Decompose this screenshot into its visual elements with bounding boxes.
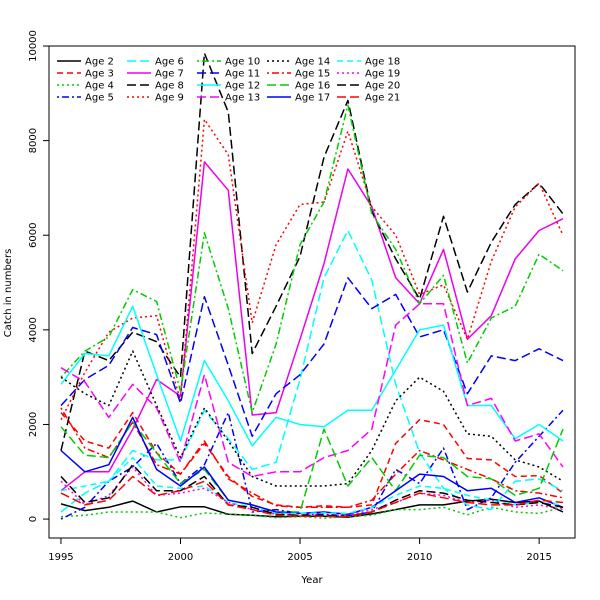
legend-label: Age 2 bbox=[85, 57, 114, 68]
y-tick-label: 8000 bbox=[28, 128, 39, 153]
legend-label: Age 19 bbox=[365, 69, 400, 80]
legend-label: Age 14 bbox=[295, 57, 330, 68]
legend-label: Age 11 bbox=[225, 69, 260, 80]
legend-label: Age 20 bbox=[365, 81, 400, 92]
legend-label: Age 8 bbox=[155, 81, 184, 92]
y-tick-label: 10000 bbox=[28, 30, 39, 62]
legend-label: Age 9 bbox=[155, 93, 184, 104]
x-tick-label: 1995 bbox=[48, 552, 73, 563]
y-tick-label: 0 bbox=[28, 516, 39, 522]
legend-label: Age 12 bbox=[225, 81, 260, 92]
series-line-age-18 bbox=[60, 456, 564, 515]
legend-label: Age 4 bbox=[85, 81, 114, 92]
legend-label: Age 13 bbox=[225, 93, 260, 104]
legend-label: Age 21 bbox=[365, 93, 400, 104]
series-line-age-19 bbox=[60, 466, 564, 517]
series-line-age-2 bbox=[60, 498, 564, 518]
legend-label: Age 7 bbox=[155, 69, 184, 80]
series-line-age-20 bbox=[60, 463, 564, 517]
legend-label: Age 5 bbox=[85, 93, 114, 104]
legend-label: Age 18 bbox=[365, 57, 400, 68]
legend-label: Age 3 bbox=[85, 69, 114, 80]
y-tick-label: 6000 bbox=[28, 223, 39, 248]
plot-area: 1995 2000 2005 2010 2015 0 2000 4000 6000 8000 100… bbox=[28, 30, 576, 563]
y-tick-label: 4000 bbox=[28, 317, 39, 342]
legend-label: Age 17 bbox=[295, 93, 330, 104]
series-line-age-21 bbox=[60, 475, 564, 518]
x-axis-title: Year bbox=[300, 575, 323, 586]
y-tick-label: 2000 bbox=[28, 412, 39, 437]
series-line-age-11 bbox=[60, 277, 564, 438]
series-line-age-13 bbox=[60, 303, 564, 478]
x-tick-label: 2000 bbox=[168, 552, 193, 563]
series-line-age-12 bbox=[60, 305, 564, 447]
series-line-age-6 bbox=[60, 229, 564, 513]
series-line-age-14 bbox=[60, 350, 564, 487]
plot-frame bbox=[48, 45, 576, 539]
legend-label: Age 15 bbox=[295, 69, 330, 80]
legend-label: Age 16 bbox=[295, 81, 330, 92]
y-axis-title: Catch in numbers bbox=[3, 249, 14, 338]
series-line-age-7 bbox=[60, 161, 564, 492]
series-line-age-8 bbox=[60, 52, 564, 451]
series-line-age-9 bbox=[60, 118, 564, 421]
legend-label: Age 6 bbox=[155, 57, 184, 68]
series-line-age-15 bbox=[60, 407, 564, 509]
x-tick-label: 2010 bbox=[407, 552, 432, 563]
series-line-age-16 bbox=[60, 421, 564, 513]
series-line-age-10 bbox=[60, 104, 564, 414]
x-tick-label: 2015 bbox=[526, 552, 551, 563]
legend-label: Age 10 bbox=[225, 57, 260, 68]
x-tick-label: 2005 bbox=[287, 552, 312, 563]
